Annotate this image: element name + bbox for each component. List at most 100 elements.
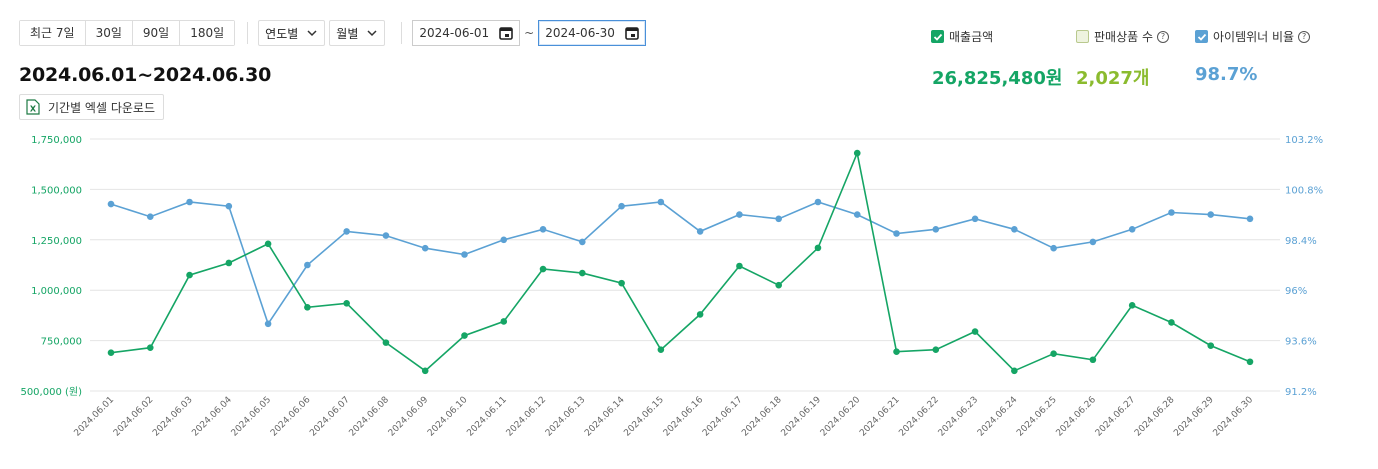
x-tick-label: 2024.06.08 xyxy=(348,395,392,439)
data-point xyxy=(264,320,272,328)
range-button-7days[interactable]: 최근 7일 xyxy=(20,21,86,45)
x-tick-label: 2024.06.07 xyxy=(308,395,352,439)
divider xyxy=(247,22,249,44)
x-tick-label: 2024.06.19 xyxy=(780,395,824,439)
data-point xyxy=(304,304,311,311)
range-button-90days[interactable]: 90일 xyxy=(132,21,181,45)
legend-winner-label: 아이템위너 비율 xyxy=(1213,30,1295,44)
data-point xyxy=(579,269,586,277)
winner-ratio-value: 98.7% xyxy=(1195,64,1258,85)
x-tick-label: 2024.06.25 xyxy=(1015,395,1059,439)
x-tick-label: 2024.06.22 xyxy=(897,395,941,439)
y-right-tick-label: 96% xyxy=(1285,286,1307,297)
x-tick-label: 2024.06.04 xyxy=(190,395,234,439)
data-point xyxy=(304,261,311,269)
x-tick-label: 2024.06.15 xyxy=(622,395,666,439)
sales-total-value: 26,825,480원 xyxy=(932,68,1063,89)
data-point xyxy=(1246,215,1254,223)
svg-text:X: X xyxy=(30,105,37,114)
x-tick-label: 2024.06.23 xyxy=(937,395,981,439)
data-point xyxy=(1011,367,1018,375)
x-tick-label: 2024.06.01 xyxy=(73,395,117,439)
date-to-value: 2024-06-30 xyxy=(545,26,615,40)
x-tick-label: 2024.06.29 xyxy=(1172,395,1216,439)
x-tick-label: 2024.06.21 xyxy=(858,395,902,439)
y-left-tick-label: 1,750,000 xyxy=(31,135,82,146)
data-point xyxy=(1128,226,1136,233)
checkbox-unchecked-icon[interactable] xyxy=(1076,30,1089,43)
data-point xyxy=(618,202,625,210)
date-to-input[interactable]: 2024-06-30 xyxy=(538,20,646,46)
data-point xyxy=(971,215,979,223)
x-tick-label: 2024.06.26 xyxy=(1055,395,1099,439)
data-point xyxy=(1089,356,1097,364)
x-tick-label: 2024.06.14 xyxy=(583,395,627,439)
data-point xyxy=(618,279,625,287)
data-point xyxy=(146,344,154,351)
x-tick-label: 2024.06.09 xyxy=(387,395,431,439)
data-point xyxy=(853,211,861,218)
data-point xyxy=(1050,244,1057,252)
x-tick-label: 2024.06.12 xyxy=(505,395,549,439)
y-right-tick-label: 91.2% xyxy=(1285,387,1317,398)
data-point xyxy=(500,236,508,244)
data-point xyxy=(853,149,861,157)
data-point xyxy=(146,213,154,220)
data-point xyxy=(343,228,350,235)
series-line xyxy=(110,150,1251,372)
items-total-value: 2,027개 xyxy=(1076,68,1150,89)
checkbox-checked-icon[interactable] xyxy=(1195,30,1208,43)
x-tick-label: 2024.06.10 xyxy=(426,395,470,439)
data-point xyxy=(1168,319,1175,326)
range-button-180days[interactable]: 180일 xyxy=(180,21,235,45)
data-point xyxy=(971,328,979,335)
date-from-value: 2024-06-01 xyxy=(419,26,490,40)
y-left-tick-label: 1,250,000 xyxy=(31,236,82,247)
x-tick-label: 2024.06.28 xyxy=(1133,395,1177,439)
data-point xyxy=(736,211,743,218)
x-tick-label: 2024.06.11 xyxy=(465,395,509,439)
data-point xyxy=(264,240,272,248)
excel-download-button[interactable]: X 기간별 엑셀 다운로드 xyxy=(19,94,164,120)
calendar-icon[interactable] xyxy=(499,26,513,40)
data-point xyxy=(1207,211,1215,218)
help-icon[interactable]: ? xyxy=(1157,30,1170,43)
data-point xyxy=(343,300,350,307)
x-tick-label: 2024.06.13 xyxy=(544,395,588,439)
data-point xyxy=(1246,358,1254,366)
y-right-tick-label: 103.2% xyxy=(1285,135,1323,146)
data-point xyxy=(775,215,782,223)
data-point xyxy=(186,198,193,206)
x-tick-label: 2024.06.24 xyxy=(976,395,1020,439)
data-point xyxy=(696,228,704,235)
select-monthly-label: 월별 xyxy=(336,26,359,41)
legend-winner[interactable]: 아이템위너 비율 ? xyxy=(1195,28,1311,45)
y-left-tick-label: 500,000 (원) xyxy=(20,386,82,398)
calendar-icon[interactable] xyxy=(625,26,639,40)
data-point xyxy=(225,259,233,267)
data-point xyxy=(657,346,665,353)
range-button-30days[interactable]: 30일 xyxy=(85,21,133,45)
range-button-group: 최근 7일 30일 90일 180일 xyxy=(19,20,236,46)
select-yearly[interactable]: 연도별 xyxy=(258,20,326,46)
data-point xyxy=(932,346,940,353)
data-point xyxy=(461,332,468,339)
legend-items[interactable]: 판매상품 수 ? xyxy=(1076,28,1170,45)
x-tick-label: 2024.06.17 xyxy=(701,395,745,439)
select-monthly[interactable]: 월별 xyxy=(329,20,386,46)
y-left-tick-label: 750,000 xyxy=(41,337,82,348)
data-point xyxy=(539,265,547,273)
date-from-input[interactable]: 2024-06-01 xyxy=(412,20,521,46)
x-tick-label: 2024.06.20 xyxy=(819,395,863,439)
data-point xyxy=(1011,226,1018,233)
data-point xyxy=(421,367,429,375)
data-point xyxy=(1128,302,1136,309)
checkbox-checked-icon[interactable] xyxy=(931,30,944,43)
help-icon[interactable]: ? xyxy=(1298,30,1311,43)
data-point xyxy=(814,198,822,206)
data-point xyxy=(461,251,468,258)
data-point xyxy=(225,202,233,210)
data-point xyxy=(696,311,704,318)
legend-sales[interactable]: 매출금액 xyxy=(931,28,993,45)
data-point xyxy=(382,339,390,346)
